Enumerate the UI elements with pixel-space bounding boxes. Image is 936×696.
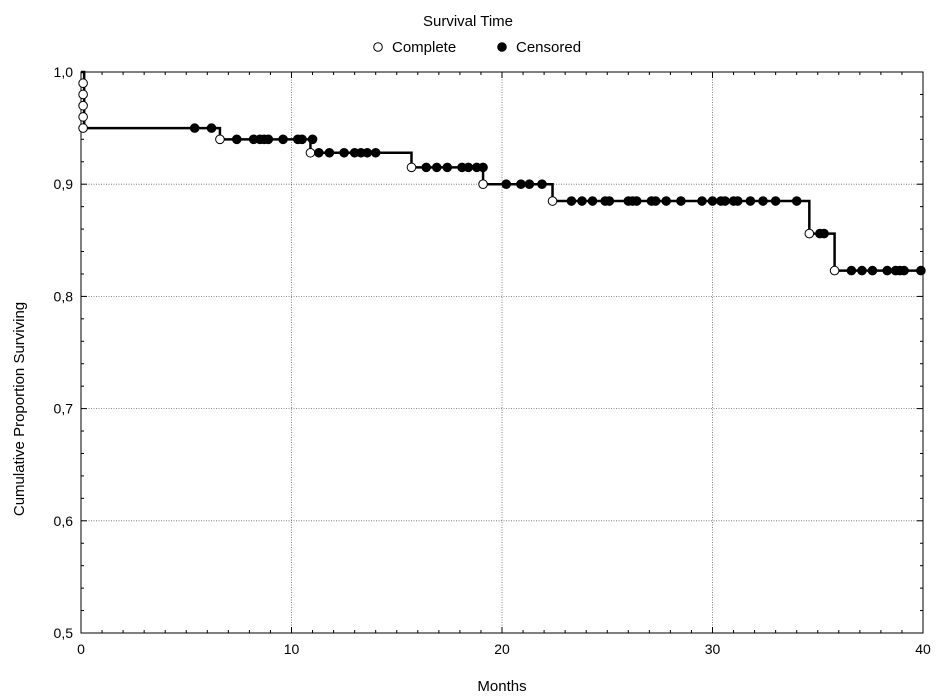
y-tick-label: 0,9 — [54, 176, 74, 192]
censored-point — [916, 265, 926, 276]
x-tick-label: 30 — [705, 641, 721, 657]
censored-point — [697, 196, 707, 206]
censored-point — [758, 196, 768, 206]
censored-point — [867, 265, 878, 276]
curve-layer — [81, 70, 923, 272]
complete-point — [78, 100, 88, 111]
censored-point — [846, 265, 857, 276]
censored-point — [307, 134, 318, 145]
chart-title: Survival Time — [423, 13, 513, 30]
censored-point — [297, 134, 307, 145]
censored-point — [676, 196, 686, 206]
points-layer — [78, 78, 926, 276]
legend-censored-label: Censored — [516, 39, 581, 56]
censored-point — [324, 147, 335, 158]
censored-point — [442, 162, 453, 173]
complete-point — [547, 196, 558, 206]
y-axis-title: Cumulative Proportion Surviving — [11, 302, 28, 516]
censored-point — [463, 162, 474, 173]
censored-point — [577, 196, 587, 206]
censored-point — [745, 196, 756, 206]
censored-point — [661, 196, 671, 206]
complete-point — [478, 179, 488, 189]
x-tick-label: 40 — [915, 641, 931, 657]
censored-point — [501, 179, 512, 189]
censored-point — [720, 196, 730, 206]
censored-point — [882, 265, 893, 276]
y-tick-label: 0,5 — [54, 625, 74, 641]
complete-point — [406, 162, 417, 173]
x-tick-label: 0 — [77, 641, 85, 657]
censored-point — [819, 228, 829, 239]
censored-point — [370, 147, 381, 158]
censored-point — [899, 265, 909, 276]
legend-complete-label: Complete — [392, 39, 456, 56]
y-tick-label: 0,6 — [54, 513, 74, 529]
complete-point — [804, 228, 815, 239]
complete-point — [78, 89, 88, 100]
legend-complete-marker — [373, 42, 383, 52]
censored-point — [587, 196, 598, 206]
y-tick-label: 1,0 — [54, 64, 74, 80]
censored-point — [339, 147, 349, 158]
censored-point — [566, 196, 577, 206]
y-tick-label: 0,8 — [54, 288, 74, 304]
censored-point — [650, 196, 661, 206]
complete-point — [78, 112, 88, 122]
censored-point — [478, 162, 488, 173]
censored-point — [206, 123, 217, 133]
censored-point — [732, 196, 743, 206]
y-tick-label: 0,7 — [54, 401, 74, 417]
censored-point — [263, 134, 274, 145]
x-axis-title: Months — [477, 678, 526, 695]
legend: Complete Censored — [373, 39, 581, 56]
censored-point — [314, 147, 324, 158]
censored-point — [516, 179, 526, 189]
complete-point — [78, 78, 88, 89]
censored-point — [278, 134, 288, 145]
censored-point — [362, 147, 373, 158]
censored-point — [791, 196, 802, 206]
censored-point — [770, 196, 781, 206]
censored-point — [431, 162, 442, 173]
complete-point — [78, 123, 88, 133]
legend-censored-marker — [497, 42, 507, 52]
censored-point — [524, 179, 535, 189]
censored-point — [189, 123, 200, 133]
grid-layer — [81, 72, 923, 633]
censored-point — [631, 196, 642, 206]
survival-step-line — [81, 70, 923, 272]
censored-point — [421, 162, 432, 173]
censored-point — [707, 196, 718, 206]
axes-layer: 0 10 20 30 40 0,5 0,6 0,7 0,8 0,9 1,0 — [54, 64, 931, 657]
censored-point — [857, 265, 867, 276]
x-tick-label: 10 — [284, 641, 300, 657]
complete-point — [829, 265, 840, 276]
censored-point — [537, 179, 547, 189]
censored-point — [604, 196, 615, 206]
complete-point — [215, 134, 225, 145]
censored-point — [231, 134, 242, 145]
x-tick-label: 20 — [494, 641, 510, 657]
complete-point — [305, 147, 316, 158]
